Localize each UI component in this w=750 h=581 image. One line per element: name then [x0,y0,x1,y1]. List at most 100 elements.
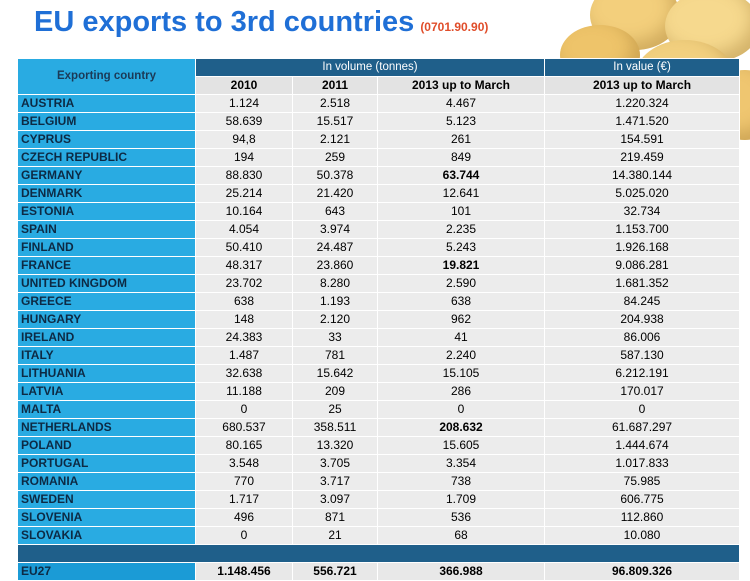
volume-2013-cell: 63.744 [376,166,546,185]
volume-2010-cell: 23.702 [195,274,293,293]
volume-2011-cell: 33 [292,328,378,347]
volume-2011-cell: 3.097 [292,490,378,509]
volume-2011-cell: 50.378 [292,166,378,185]
volume-2013-cell: 208.632 [376,418,546,437]
value-2013-cell: 10.080 [544,526,741,545]
volume-2010-cell: 680.537 [195,418,293,437]
volume-2013-cell: 15.605 [376,436,546,455]
volume-2013-cell: 638 [376,292,546,311]
product-code: (0701.90.90) [420,20,489,34]
country-cell: HUNGARY [17,310,196,329]
country-cell: GREECE [17,292,196,311]
volume-2010-cell: 194 [195,148,293,167]
volume-2010-cell: 50.410 [195,238,293,257]
country-cell: SLOVENIA [17,508,196,527]
value-2013-cell: 1.681.352 [544,274,741,293]
country-cell: NETHERLANDS [17,418,196,437]
table-row: BELGIUM 58.639 15.517 5.123 1.471.520 [17,112,741,131]
table-row: ITALY 1.487 781 2.240 587.130 [17,346,741,365]
table-row: FRANCE 48.317 23.860 19.821 9.086.281 [17,256,741,275]
table-row: CYPRUS 94,8 2.121 261 154.591 [17,130,741,149]
total-value: 96.809.326 [544,562,741,581]
volume-2011-cell: 3.974 [292,220,378,239]
volume-2013-cell: 261 [376,130,546,149]
volume-2013-cell: 2.240 [376,346,546,365]
table-row: MALTA 0 25 0 0 [17,400,741,419]
table-row: FINLAND 50.410 24.487 5.243 1.926.168 [17,238,741,257]
volume-2013-cell: 2.235 [376,220,546,239]
volume-2011-cell: 2.518 [292,94,378,113]
volume-2010-cell: 0 [195,400,293,419]
volume-2013-cell: 738 [376,472,546,491]
volume-2013-cell: 286 [376,382,546,401]
volume-2013-cell: 41 [376,328,546,347]
table-row: LITHUANIA 32.638 15.642 15.105 6.212.191 [17,364,741,383]
volume-2011-cell: 643 [292,202,378,221]
volume-2010-cell: 80.165 [195,436,293,455]
volume-2013-cell: 962 [376,310,546,329]
table-body: AUSTRIA 1.124 2.518 4.467 1.220.324 BELGIUM 58… [17,94,741,545]
country-cell: DENMARK [17,184,196,203]
volume-2011-cell: 13.320 [292,436,378,455]
table-row: GERMANY 88.830 50.378 63.744 14.380.144 [17,166,741,185]
table-row: NETHERLANDS 680.537 358.511 208.632 61.687.2… [17,418,741,437]
value-2013-cell: 1.926.168 [544,238,741,257]
volume-2011-cell: 8.280 [292,274,378,293]
volume-2010-cell: 94,8 [195,130,293,149]
volume-2013-cell: 536 [376,508,546,527]
volume-2010-cell: 3.548 [195,454,293,473]
country-cell: ROMANIA [17,472,196,491]
volume-2013-cell: 0 [376,400,546,419]
value-2013-cell: 219.459 [544,148,741,167]
volume-2010-cell: 25.214 [195,184,293,203]
volume-2010-cell: 4.054 [195,220,293,239]
value-2013-cell: 154.591 [544,130,741,149]
country-cell: CYPRUS [17,130,196,149]
country-cell: PORTUGAL [17,454,196,473]
volume-2011-cell: 25 [292,400,378,419]
total-divider [16,544,741,563]
value-2013-cell: 1.220.324 [544,94,741,113]
total-label: EU27 [17,562,196,581]
value-2013-cell: 75.985 [544,472,741,491]
volume-2013-cell: 68 [376,526,546,545]
value-2013-cell: 61.687.297 [544,418,741,437]
header-2011: 2011 [292,76,378,95]
total-2011: 556.721 [292,562,378,581]
volume-2011-cell: 259 [292,148,378,167]
table-row: IRELAND 24.383 33 41 86.006 [17,328,741,347]
volume-2010-cell: 24.383 [195,328,293,347]
country-cell: SPAIN [17,220,196,239]
header-2010: 2010 [195,76,293,95]
volume-2013-cell: 5.123 [376,112,546,131]
value-2013-cell: 1.153.700 [544,220,741,239]
volume-2011-cell: 209 [292,382,378,401]
country-cell: LATVIA [17,382,196,401]
volume-2010-cell: 638 [195,292,293,311]
volume-2010-cell: 10.164 [195,202,293,221]
volume-2011-cell: 21.420 [292,184,378,203]
volume-2010-cell: 58.639 [195,112,293,131]
value-2013-cell: 14.380.144 [544,166,741,185]
country-cell: MALTA [17,400,196,419]
value-2013-cell: 112.860 [544,508,741,527]
volume-2010-cell: 1.124 [195,94,293,113]
volume-2010-cell: 48.317 [195,256,293,275]
volume-2013-cell: 3.354 [376,454,546,473]
country-cell: LITHUANIA [17,364,196,383]
country-cell: CZECH REPUBLIC [17,148,196,167]
table-row: LATVIA 11.188 209 286 170.017 [17,382,741,401]
country-cell: POLAND [17,436,196,455]
country-cell: UNITED KINGDOM [17,274,196,293]
volume-2011-cell: 358.511 [292,418,378,437]
header-volume-group: In volume (tonnes) [194,58,546,77]
table-row: PORTUGAL 3.548 3.705 3.354 1.017.833 [17,454,741,473]
volume-2011-cell: 1.193 [292,292,378,311]
volume-2010-cell: 88.830 [195,166,293,185]
volume-2010-cell: 1.487 [195,346,293,365]
volume-2010-cell: 32.638 [195,364,293,383]
value-2013-cell: 9.086.281 [544,256,741,275]
value-2013-cell: 170.017 [544,382,741,401]
volume-2011-cell: 3.705 [292,454,378,473]
volume-2010-cell: 0 [195,526,293,545]
